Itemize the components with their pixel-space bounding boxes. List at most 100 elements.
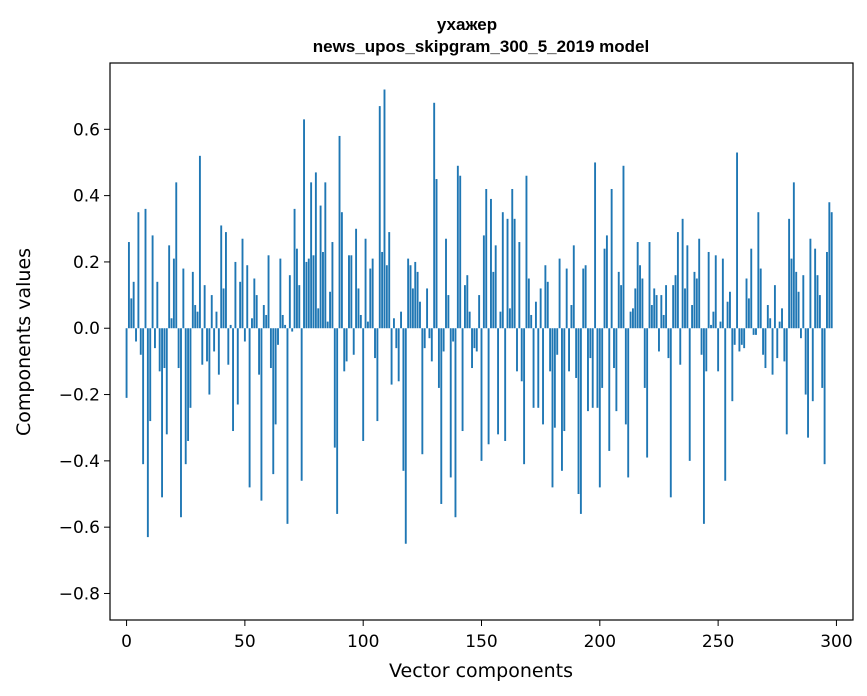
bar: [577, 328, 580, 495]
bar: [404, 328, 407, 544]
bar: [251, 318, 253, 329]
bar: [463, 285, 466, 329]
bar: [743, 328, 746, 349]
bar: [217, 328, 220, 375]
bar: [468, 311, 471, 329]
bar: [286, 328, 289, 524]
bar: [826, 251, 828, 329]
x-tick-label: 0: [121, 632, 132, 652]
bar: [260, 328, 263, 501]
bar: [764, 328, 767, 369]
bar: [714, 255, 717, 329]
bar: [473, 328, 476, 349]
bar: [459, 175, 462, 329]
bar: [506, 218, 509, 329]
bar: [766, 305, 769, 329]
bar: [802, 275, 805, 329]
bar: [340, 212, 343, 329]
bar: [516, 328, 518, 372]
y-tick-label: 0.4: [73, 187, 100, 207]
bar: [565, 268, 568, 329]
bar: [456, 165, 459, 329]
bar: [423, 328, 426, 349]
bar: [745, 278, 748, 329]
bar: [816, 275, 819, 329]
bar: [605, 235, 608, 329]
bar: [615, 328, 618, 412]
bar: [721, 258, 724, 329]
bar: [676, 232, 679, 329]
bar: [608, 328, 611, 451]
bar: [497, 328, 500, 435]
bar: [241, 238, 244, 329]
bar: [572, 245, 575, 329]
bar: [800, 328, 802, 339]
bar: [771, 328, 774, 375]
bar: [492, 271, 495, 329]
bar: [281, 314, 284, 329]
bar: [127, 242, 130, 329]
bar: [539, 288, 542, 329]
bar: [182, 268, 185, 329]
bar: [587, 328, 589, 412]
bar: [736, 152, 738, 329]
bar: [163, 328, 166, 369]
bar: [419, 301, 421, 329]
bar: [679, 328, 682, 365]
bar: [409, 265, 412, 329]
bar: [620, 285, 623, 329]
bar: [710, 324, 712, 329]
bar: [686, 245, 689, 329]
bar: [324, 182, 327, 329]
bar: [627, 328, 630, 478]
bar: [634, 288, 637, 329]
bar: [762, 328, 765, 355]
bar: [546, 281, 549, 329]
bar: [310, 182, 313, 329]
bar: [684, 288, 686, 329]
bar: [222, 288, 225, 329]
bar: [210, 295, 213, 329]
bar: [366, 321, 369, 329]
bar: [570, 305, 573, 329]
bar: [594, 162, 597, 329]
bar: [466, 275, 469, 329]
bar: [504, 328, 507, 441]
bar: [830, 212, 833, 329]
bar: [650, 305, 653, 329]
bar: [755, 328, 757, 335]
bar: [144, 208, 147, 329]
bar: [229, 324, 232, 329]
bar: [688, 328, 691, 461]
bar: [170, 318, 173, 329]
bar: [804, 328, 807, 395]
bar: [298, 285, 301, 329]
bar: [326, 321, 329, 329]
bar: [319, 205, 322, 329]
bar: [776, 328, 779, 359]
bar: [421, 328, 424, 455]
bar: [357, 288, 360, 329]
bar: [471, 328, 473, 369]
bar: [629, 311, 632, 329]
bar: [478, 295, 481, 329]
bar: [305, 261, 308, 329]
bar: [336, 328, 339, 514]
bar: [258, 328, 261, 375]
bar: [520, 328, 523, 382]
bar: [454, 328, 457, 518]
bar: [712, 311, 715, 329]
bar: [511, 188, 514, 329]
bar: [610, 188, 613, 329]
bar: [355, 228, 358, 329]
y-tick-label: −0.4: [59, 452, 100, 472]
bar: [487, 328, 490, 445]
bar: [442, 328, 445, 352]
bar: [537, 328, 540, 408]
bar: [262, 305, 265, 329]
bar: [501, 212, 504, 329]
plot-frame: [109, 62, 854, 621]
bar: [669, 328, 672, 498]
bar: [811, 328, 814, 402]
bar: [125, 328, 128, 398]
